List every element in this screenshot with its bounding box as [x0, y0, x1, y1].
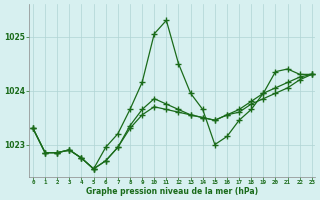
X-axis label: Graphe pression niveau de la mer (hPa): Graphe pression niveau de la mer (hPa) — [86, 187, 259, 196]
